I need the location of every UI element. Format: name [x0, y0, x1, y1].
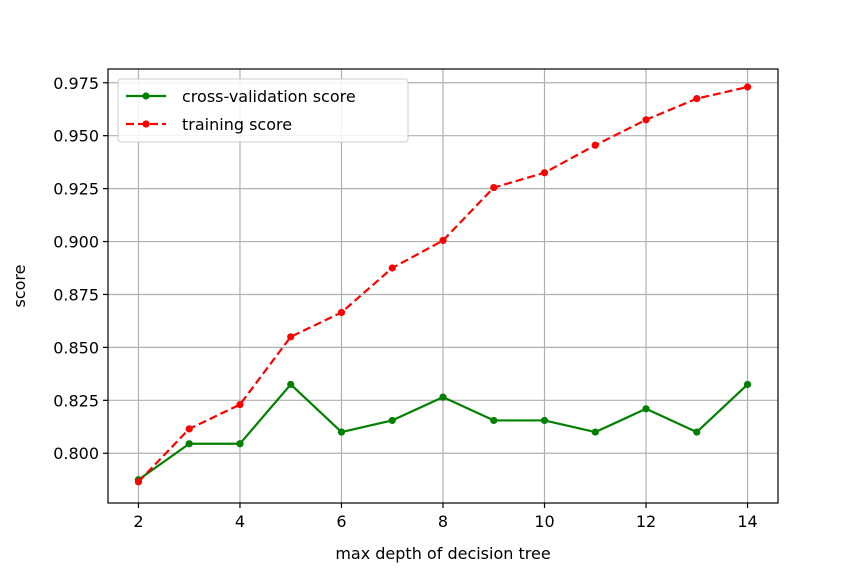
- x-tick-label: 14: [737, 512, 757, 531]
- x-tick-label: 4: [235, 512, 245, 531]
- cross-validation-score-point: [439, 393, 447, 401]
- legend-training-score-marker: [142, 120, 150, 128]
- legend-training-score-label: training score: [182, 115, 292, 134]
- y-tick-label: 0.900: [53, 233, 99, 252]
- training-score-point: [439, 236, 447, 245]
- training-score-point: [591, 141, 599, 149]
- training-score-point: [185, 425, 193, 433]
- training-score-point: [693, 95, 701, 103]
- y-tick-label: 0.875: [53, 285, 99, 304]
- x-tick-label: 10: [534, 512, 554, 531]
- cross-validation-score-point: [642, 405, 650, 413]
- training-score-point: [236, 400, 244, 409]
- y-tick-label: 0.925: [53, 180, 99, 199]
- legend-box: [117, 78, 409, 143]
- cross-validation-score-point: [388, 416, 396, 425]
- ticks: 2 4 6 8 10 12 14 0.800 0.825 0.850 0.875 0.900 0.925…: [53, 74, 758, 531]
- y-axis-label: score: [10, 265, 29, 308]
- cross-validation-score-point: [490, 416, 498, 425]
- x-tick-label: 12: [636, 512, 656, 531]
- cross-validation-score-point: [693, 428, 701, 436]
- cross-validation-score-point: [743, 380, 752, 389]
- training-score-point: [287, 333, 295, 341]
- x-tick-label: 2: [133, 512, 143, 531]
- training-score-point: [540, 169, 549, 177]
- cross-validation-score-point: [185, 440, 193, 448]
- training-score-point: [134, 478, 143, 486]
- cross-validation-score-point: [287, 380, 295, 389]
- cross-validation-score-point: [337, 428, 346, 436]
- training-score-point: [337, 308, 346, 317]
- y-tick-label: 0.950: [53, 127, 99, 146]
- cross-validation-score-point: [236, 440, 244, 448]
- x-tick-label: 8: [438, 512, 448, 531]
- legend-cross-validation-score-label: cross-validation score: [182, 87, 356, 106]
- x-axis-label: max depth of decision tree: [335, 544, 550, 563]
- training-score-point: [743, 83, 752, 91]
- y-tick-label: 0.825: [53, 391, 99, 410]
- x-tick-label: 6: [336, 512, 346, 531]
- y-tick-label: 0.850: [53, 338, 99, 357]
- cross-validation-score-point: [540, 416, 549, 425]
- y-tick-label: 0.975: [53, 74, 99, 93]
- legend: cross-validation score training score: [117, 78, 409, 143]
- training-score-point: [490, 183, 498, 192]
- cross-validation-score-point: [591, 428, 599, 436]
- legend-cross-validation-score-marker: [142, 92, 150, 100]
- training-score-point: [642, 116, 650, 124]
- y-tick-label: 0.800: [53, 444, 99, 463]
- training-score-point: [388, 264, 396, 272]
- series-layer: [134, 83, 752, 486]
